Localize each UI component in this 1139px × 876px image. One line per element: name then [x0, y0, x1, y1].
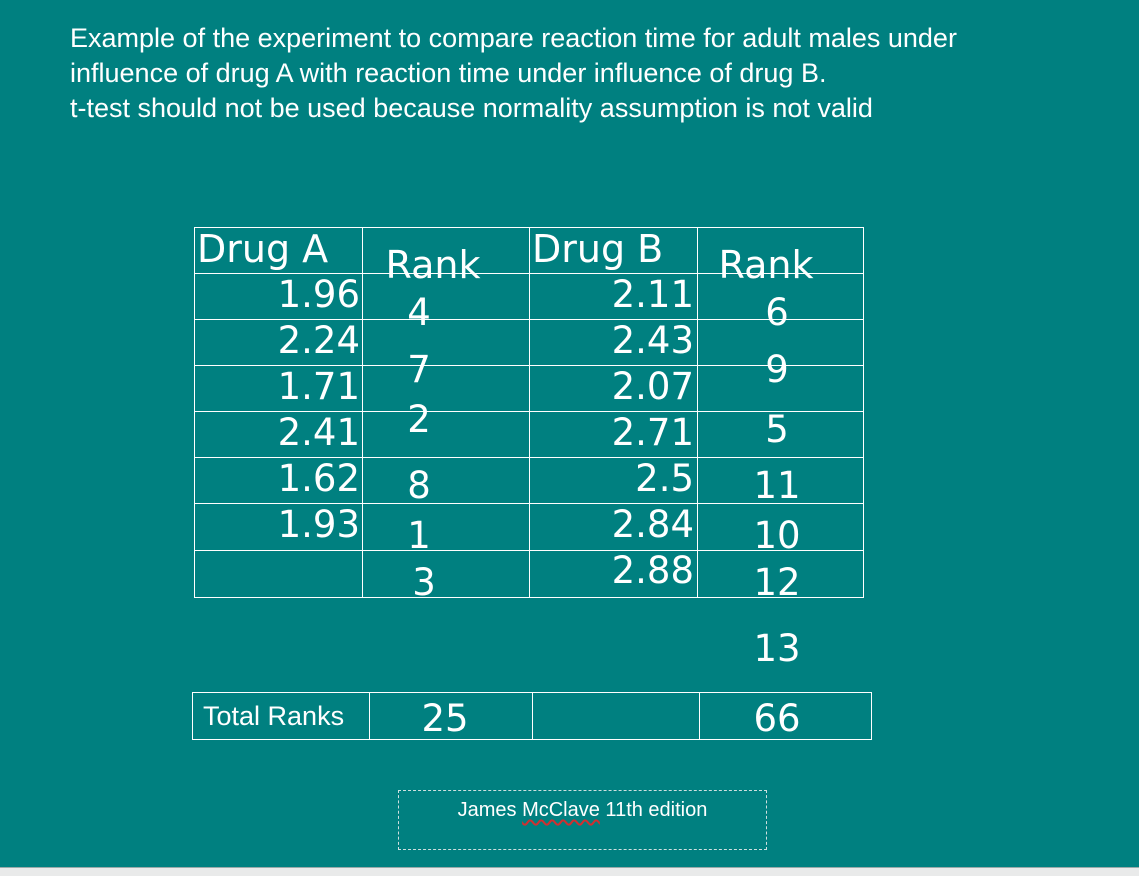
bottom-strip: [0, 867, 1139, 876]
caption-text-after: 11th edition: [599, 799, 708, 821]
totals-cell-rank-b: [699, 692, 872, 740]
caption-author-surname: McClave: [522, 799, 600, 821]
drug-b-value: 2.11: [611, 273, 694, 316]
caption-text-before: James: [457, 799, 523, 821]
table-cell: [362, 319, 530, 366]
header-rank-a: Rank: [385, 243, 481, 287]
drug-b-value: 2.43: [611, 319, 694, 362]
rank-a-value: 1: [407, 514, 431, 557]
total-ranks-label: Total Ranks: [203, 701, 345, 731]
drug-b-value: 2.71: [611, 411, 694, 454]
rank-b-value: 10: [753, 514, 801, 557]
totals-cell-empty: [532, 692, 700, 740]
table-cell: [362, 550, 530, 598]
drug-a-value: 1.96: [277, 273, 360, 316]
rank-a-value: 8: [407, 464, 431, 507]
drug-b-value: 2.84: [611, 503, 694, 546]
table-cell: [362, 365, 530, 412]
source-caption-box[interactable]: James McClave 11th edition: [398, 790, 767, 850]
drug-a-value: 1.71: [277, 365, 360, 408]
rank-a-value: 2: [407, 398, 431, 441]
table-cell: [697, 550, 864, 598]
total-rank-a: 25: [421, 697, 469, 740]
table-cell: [362, 503, 530, 551]
header-drug-a: Drug A: [197, 227, 329, 271]
drug-a-value: 2.24: [277, 319, 360, 362]
total-rank-b: 66: [753, 697, 801, 740]
rank-a-value: 3: [412, 561, 436, 604]
title-line-1: Example of the experiment to compare rea…: [70, 23, 957, 53]
rank-b-value: 13: [753, 627, 801, 670]
rank-b-value: 12: [753, 561, 801, 604]
table-cell: [194, 550, 363, 598]
rank-b-value: 9: [765, 348, 789, 391]
drug-b-value: 2.88: [611, 549, 694, 592]
rank-b-value: 11: [753, 464, 801, 507]
source-caption: James McClave 11th edition: [399, 797, 766, 823]
drug-a-value: 1.62: [277, 457, 360, 500]
rank-a-value: 4: [407, 291, 431, 334]
rank-b-value: 6: [765, 291, 789, 334]
rank-a-value: 7: [407, 348, 431, 391]
drug-a-value: 2.41: [277, 411, 360, 454]
title-line-3: t-test should not be used because normal…: [70, 93, 873, 123]
table-cell: [362, 457, 530, 504]
title-line-2: influence of drug A with reaction time u…: [70, 58, 827, 88]
table-cell: [362, 411, 530, 458]
header-drug-b: Drug B: [532, 227, 664, 271]
drug-a-value: 1.93: [277, 503, 360, 546]
drug-b-value: 2.07: [611, 365, 694, 408]
rank-b-value: 5: [765, 408, 789, 451]
drug-b-value: 2.5: [635, 457, 694, 500]
header-rank-b: Rank: [718, 243, 814, 287]
